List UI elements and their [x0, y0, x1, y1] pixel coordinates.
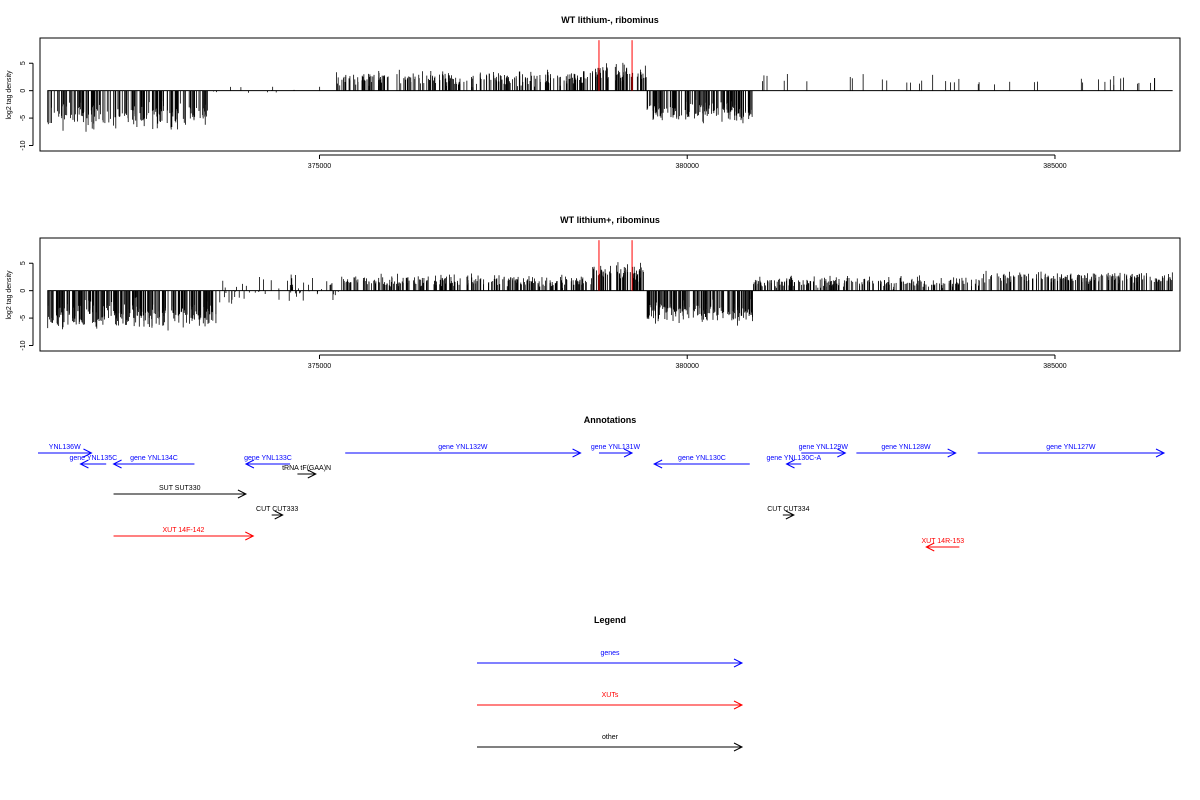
other-label: CUT CUT333	[256, 506, 298, 513]
gene-arrow-head	[837, 448, 847, 458]
gene-feature: gene YNL129W	[799, 444, 849, 458]
panel-lithium-minus: WT lithium-, ribominus log2 tag density …	[6, 15, 1181, 170]
gene-feature: gene YNL133C	[244, 455, 292, 469]
other-arrow-head	[237, 489, 248, 499]
legend-label: XUTs	[602, 692, 619, 699]
other-feature: SUT SUT330	[113, 485, 248, 499]
y-tick-label: 5	[20, 61, 27, 65]
other-label: CUT CUT334	[767, 506, 809, 513]
xut-arrow-head	[925, 542, 935, 552]
gene-feature: gene YNL130C-A	[766, 455, 822, 469]
legend-label: other	[602, 734, 619, 741]
legend-arrow-head	[733, 742, 744, 752]
other-feature: CUT CUT333	[256, 506, 298, 520]
other-feature: CUT CUT334	[767, 506, 810, 520]
gene-label: gene YNL130C-A	[766, 455, 821, 462]
x-tick-label: 385000	[1043, 163, 1066, 170]
gene-feature: gene YNL131W	[591, 444, 641, 458]
y-tick-label: 5	[20, 261, 27, 265]
other-arrow-head	[785, 510, 795, 520]
gene-arrow-head	[653, 459, 663, 469]
signal-bars	[47, 62, 1156, 132]
plot-frame	[39, 237, 1181, 352]
y-tick-label: -10	[20, 140, 27, 150]
gene-label: gene YNL127W	[1046, 444, 1096, 451]
plot-frame	[39, 37, 1181, 152]
gene-arrow-head	[244, 459, 255, 469]
legend-item: genes	[477, 650, 744, 668]
gene-label: gene YNL134C	[130, 455, 178, 462]
x-axis: 375000 380000 385000	[308, 354, 1067, 370]
gene-label: YNL136W	[49, 444, 81, 451]
legend-arrow-head	[733, 700, 744, 710]
y-axis-label: log2 tag density	[6, 270, 13, 320]
legend-item: other	[477, 734, 744, 752]
annotations-title: Annotations	[584, 415, 637, 425]
legend: Legend genes XUTs other	[477, 615, 744, 752]
other-feature: tRNA tF(GAA)N	[282, 465, 331, 479]
xut-feature: XUT 14R-153	[921, 538, 964, 552]
gene-feature: gene YNL135C	[69, 455, 117, 469]
x-tick-label: 380000	[676, 163, 699, 170]
gene-arrow-head	[83, 448, 93, 458]
xut-arrow-head	[245, 531, 255, 541]
y-axis: -10 -5 0 5	[20, 61, 34, 151]
x-tick-label: 380000	[676, 363, 699, 370]
feature-arrows: YNL136W gene YNL135C gene YNL134C gene YNL1…	[38, 444, 1166, 552]
y-tick-label: -10	[20, 340, 27, 350]
gene-arrow-head	[947, 448, 957, 458]
x-tick-label: 385000	[1043, 363, 1066, 370]
gene-arrow-head	[112, 459, 122, 469]
xut-label: XUT 14R-153	[921, 538, 964, 545]
y-axis: -10 -5 0 5	[20, 261, 34, 351]
y-tick-label: -5	[20, 315, 27, 321]
gene-arrow-head	[79, 459, 89, 469]
gene-label: gene YNL131W	[591, 444, 641, 451]
other-label: tRNA tF(GAA)N	[282, 465, 331, 472]
gene-label: gene YNL132W	[438, 444, 488, 451]
panel-title: WT lithium+, ribominus	[560, 215, 660, 225]
y-tick-label: 0	[20, 89, 27, 93]
xut-label: XUT 14F-142	[162, 527, 204, 534]
x-axis: 375000 380000 385000	[308, 154, 1067, 170]
x-tick-label: 375000	[308, 363, 331, 370]
gene-label: gene YNL135C	[69, 455, 117, 462]
legend-arrow-head	[733, 658, 744, 668]
y-tick-label: -5	[20, 115, 27, 121]
gene-label: gene YNL133C	[244, 455, 292, 462]
panel-lithium-plus: WT lithium+, ribominus log2 tag density …	[6, 215, 1181, 370]
gene-feature: gene YNL134C	[112, 455, 195, 469]
gene-label: gene YNL128W	[881, 444, 931, 451]
gene-label: gene YNL130C	[678, 455, 726, 462]
gene-arrow-head	[572, 448, 582, 458]
other-label: SUT SUT330	[159, 485, 201, 492]
gene-feature: gene YNL127W	[977, 444, 1166, 458]
gene-label: gene YNL129W	[799, 444, 849, 451]
x-tick-label: 375000	[308, 163, 331, 170]
legend-items: genes XUTs other	[477, 650, 744, 752]
gene-arrow-head	[623, 448, 634, 458]
gene-feature: gene YNL128W	[856, 444, 957, 458]
legend-label: genes	[600, 650, 620, 657]
gene-feature: gene YNL132W	[345, 444, 582, 458]
signal-bars	[47, 262, 1173, 331]
y-axis-label: log2 tag density	[6, 70, 13, 120]
marker-lines	[598, 40, 633, 91]
other-arrow-head	[307, 469, 317, 479]
gene-arrow-head	[785, 459, 795, 469]
gene-feature: YNL136W	[38, 444, 93, 458]
gene-feature: gene YNL130C	[653, 455, 750, 469]
xut-feature: XUT 14F-142	[113, 527, 255, 541]
gene-arrow-head	[1155, 448, 1166, 458]
y-tick-label: 0	[20, 289, 27, 293]
annotations-track: Annotations YNL136W gene YNL135C gene YNL1…	[38, 415, 1166, 552]
legend-item: XUTs	[477, 692, 744, 710]
other-arrow-head	[274, 510, 284, 520]
legend-title: Legend	[594, 615, 626, 625]
panel-title: WT lithium-, ribominus	[561, 15, 659, 25]
marker-lines	[598, 240, 633, 291]
